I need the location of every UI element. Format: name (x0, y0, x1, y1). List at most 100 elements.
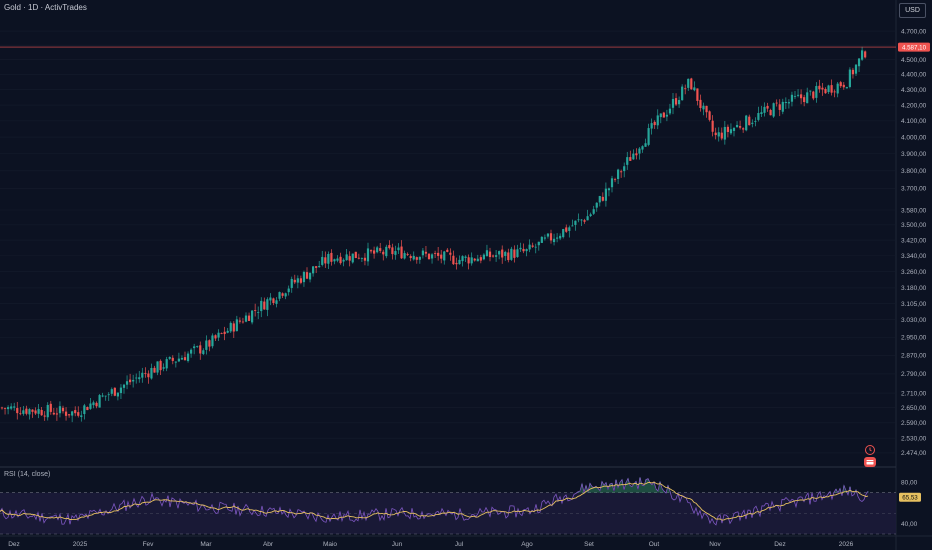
candle-body (641, 146, 644, 150)
candle-body (705, 105, 708, 113)
rsi-overbought-area (591, 486, 593, 493)
candle-body (488, 251, 492, 258)
rsi-overbought-area (609, 483, 611, 493)
candle-body (86, 406, 89, 411)
price-tick-label: 3.030,00 (901, 317, 927, 324)
candle-body (147, 373, 150, 378)
candle-body (452, 255, 455, 265)
candle-body (525, 249, 528, 252)
candle-body (162, 367, 165, 369)
rsi-overbought-area (579, 491, 581, 493)
candle-body (687, 78, 690, 88)
candle-body (781, 101, 784, 112)
price-tick-label: 4.200,00 (901, 102, 927, 109)
candle-body (751, 122, 754, 124)
candle-body (403, 253, 406, 259)
candle-body (458, 259, 461, 265)
candle-body (711, 120, 714, 132)
candle-body (305, 272, 309, 279)
candle-body (385, 246, 388, 257)
candle-body (739, 126, 742, 128)
candle-body (232, 323, 235, 332)
candle-body (290, 278, 293, 288)
time-tick-label: 2026 (839, 541, 854, 548)
rsi-overbought-area (655, 488, 657, 493)
candle-body (665, 114, 668, 117)
candle-body (360, 258, 363, 259)
candle-body (717, 132, 720, 137)
candle-body (800, 94, 803, 99)
candle-body (735, 124, 739, 128)
rsi-overbought-area (653, 481, 655, 493)
candle-body (702, 105, 705, 110)
candle-body (92, 402, 95, 406)
rsi-line (0, 477, 869, 526)
candle-body (138, 377, 141, 380)
candle-body (583, 220, 586, 222)
candle-body (376, 247, 379, 253)
candle-body (699, 99, 702, 108)
candle-body (61, 407, 65, 412)
candle-body (659, 113, 662, 118)
candle-body (3, 407, 7, 409)
currency-selector[interactable]: USD (899, 3, 926, 18)
clock-alert-icon[interactable] (865, 445, 875, 455)
rsi-overbought-area (623, 489, 625, 493)
candle-body (796, 94, 800, 96)
candle-body (678, 100, 681, 105)
candle-body (592, 209, 595, 214)
rsi-value-tag: 65,53 (899, 492, 921, 502)
rsi-tick-label: 80,00 (901, 480, 918, 487)
candle-body (52, 412, 55, 415)
candle-body (864, 51, 867, 58)
candle-body (763, 106, 766, 113)
time-tick-label: Nov (709, 541, 721, 548)
candle-body (129, 379, 132, 383)
candle-body (708, 111, 711, 120)
candle-body (284, 293, 287, 297)
candle-body (125, 381, 129, 385)
candle-body (482, 254, 485, 260)
candle-body (275, 300, 278, 304)
candle-body (543, 237, 546, 239)
candle-body (449, 252, 452, 255)
rsi-overbought-area (581, 483, 583, 493)
candle-body (464, 256, 467, 258)
candle-body (812, 91, 815, 99)
candle-body (857, 58, 861, 67)
candle-body (562, 229, 565, 238)
candle-body (110, 389, 113, 394)
candle-body (10, 406, 13, 409)
price-tick-label: 3.900,00 (901, 151, 927, 158)
candle-body (854, 64, 858, 74)
rsi-overbought-area (631, 486, 633, 493)
candle-body (748, 116, 751, 126)
candle-body (278, 292, 281, 299)
candle-body (229, 322, 232, 332)
candle-body (238, 320, 241, 322)
time-tick-label: Ago (521, 541, 533, 548)
rsi-overbought-area (635, 481, 637, 493)
candle-body (324, 257, 327, 264)
rsi-overbought-area (619, 482, 621, 493)
candle-body (580, 219, 583, 221)
candle-body (251, 310, 254, 323)
calendar-flag-icon[interactable] (864, 457, 876, 467)
candle-body (528, 244, 531, 250)
time-tick-label: Mar (200, 541, 212, 548)
candle-body (577, 219, 580, 221)
candle-body (220, 333, 223, 334)
candle-body (345, 254, 348, 261)
candle-body (833, 91, 836, 93)
candle-body (366, 248, 370, 262)
candle-body (357, 257, 360, 259)
candle-body (83, 405, 86, 415)
candle-body (226, 330, 229, 333)
candle-body (809, 90, 812, 92)
candle-body (635, 153, 638, 156)
candle-body (400, 246, 403, 259)
candle-body (784, 101, 787, 103)
candle-body (617, 169, 620, 179)
candle-body (851, 69, 855, 75)
